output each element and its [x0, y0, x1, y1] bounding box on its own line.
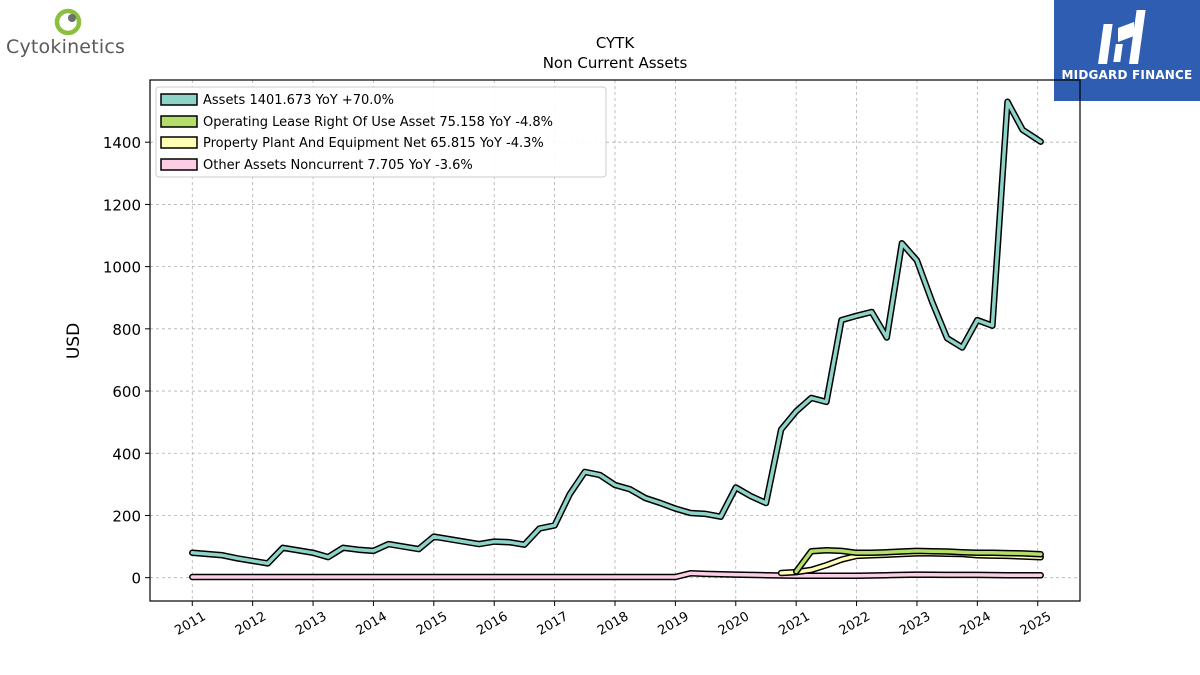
x-tick-label: 2016: [474, 609, 510, 639]
y-tick-label: 200: [112, 507, 141, 525]
y-tick-label: 1000: [103, 259, 141, 277]
logo-dot: [68, 14, 76, 22]
x-tick-label: 2024: [958, 609, 994, 639]
legend-swatch-assets: [160, 93, 198, 106]
x-tick-label: 2018: [595, 609, 631, 639]
x-tick-label: 2017: [535, 609, 571, 639]
y-tick-label: 400: [112, 445, 141, 463]
legend-swatch-other-assets: [160, 158, 198, 171]
y-axis-ticks: 0 200 400 600 800 1000 1200 1400: [103, 134, 150, 588]
brand-emblem-icon: [1098, 10, 1146, 64]
series-ppe: [777, 550, 1044, 577]
x-tick-label: 2011: [172, 609, 208, 639]
series-lines: [189, 98, 1044, 581]
chart-subtitle: Non Current Assets: [543, 54, 688, 72]
y-tick-label: 1400: [103, 134, 141, 152]
x-tick-label: 2023: [897, 609, 933, 639]
x-tick-label: 2013: [293, 609, 329, 639]
series-line-assets: [190, 100, 1043, 566]
series-line-other: [190, 571, 1043, 579]
legend-swatch-ppe: [160, 136, 198, 149]
x-tick-label: 2012: [233, 609, 269, 639]
brand-logo: MIDGARD FINANCE: [1054, 0, 1200, 101]
y-tick-label: 800: [112, 321, 141, 339]
chart-title: CYTK: [596, 34, 636, 52]
logo-ring: [54, 8, 82, 36]
x-tick-label: 2015: [414, 609, 450, 639]
company-name: Cytokinetics: [6, 36, 126, 58]
legend-label-operating-lease: Operating Lease Right Of Use Asset 75.15…: [203, 115, 553, 130]
legend-swatch-operating-lease: [160, 115, 198, 128]
series-operating_lease: [792, 547, 1044, 575]
x-tick-label: 2020: [716, 609, 752, 639]
series-other: [189, 570, 1044, 581]
y-tick-label: 600: [112, 383, 141, 401]
x-tick-label: 2019: [656, 609, 692, 639]
company-logo: [54, 8, 82, 36]
y-axis-label: USD: [64, 323, 84, 359]
x-tick-label: 2021: [776, 609, 812, 639]
x-axis-ticks: 2011 2012 2013 2014 2015 2016 2017 2018 2019 2020…: [172, 601, 1054, 639]
x-tick-label: 2014: [354, 609, 390, 639]
legend-box: [155, 86, 607, 178]
series-assets: [189, 98, 1044, 567]
y-tick-label: 1200: [103, 196, 141, 214]
legend: Assets 1401.673 YoY +70.0% Operating Lea…: [155, 86, 607, 178]
x-tick-label: 2022: [837, 609, 873, 639]
legend-label-other-assets: Other Assets Noncurrent 7.705 YoY -3.6%: [203, 158, 473, 173]
y-tick-label: 0: [131, 570, 141, 588]
legend-label-assets: Assets 1401.673 YoY +70.0%: [203, 93, 394, 108]
legend-label-ppe: Property Plant And Equipment Net 65.815 …: [203, 136, 544, 151]
series-line-operating_lease: [794, 548, 1043, 574]
brand-name: MIDGARD FINANCE: [1061, 68, 1193, 82]
x-tick-label: 2025: [1018, 609, 1054, 639]
